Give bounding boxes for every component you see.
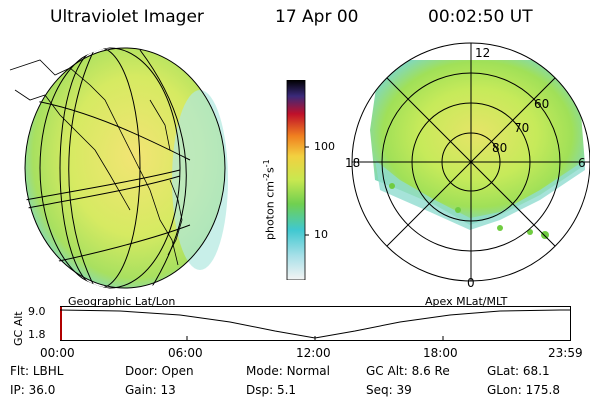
mlt-label-12: 12 xyxy=(475,46,491,60)
altitude-ymin: 1.8 xyxy=(28,328,46,341)
app-title: Ultraviolet Imager xyxy=(50,7,204,27)
colorbar-label-exp1: -2 xyxy=(262,173,271,182)
colorbar-label-s: s xyxy=(263,167,277,174)
aurora-patches xyxy=(389,183,549,239)
status-mode-value: Normal xyxy=(286,364,330,378)
status-glon: GLon: 175.8 xyxy=(487,383,560,397)
mlt-label-6: 6 xyxy=(578,156,586,170)
status-flt-key: Flt: xyxy=(10,364,29,378)
mlat-label-70: 70 xyxy=(514,121,530,135)
status-seq-key: Seq: xyxy=(366,383,393,397)
status-gc-alt-value: 8.6 Re xyxy=(411,364,450,378)
polar-grid xyxy=(351,42,590,282)
time-tick-1800: 18:00 xyxy=(423,346,458,360)
time-tick-2359: 23:59 xyxy=(548,346,583,360)
status-dsp-value: 5.1 xyxy=(276,383,297,397)
mlat-label-60: 60 xyxy=(534,97,550,111)
mlt-label-0: 0 xyxy=(467,276,475,290)
status-gain-key: Gain: xyxy=(125,383,157,397)
status-flt-value: LBHL xyxy=(32,364,64,378)
date-readout: 17 Apr 00 xyxy=(275,7,359,27)
mlt-label-18: 18 xyxy=(345,156,361,170)
right-panel-caption: Apex MLat/MLT xyxy=(425,295,508,308)
status-door: Door: Open xyxy=(125,364,194,378)
status-glat: GLat: 68.1 xyxy=(487,364,550,378)
colorbar-tick-10: 10 xyxy=(314,228,328,241)
status-glon-key: GLon: xyxy=(487,383,522,397)
time-readout: 00:02:50 UT xyxy=(428,7,533,27)
status-gain: Gain: 13 xyxy=(125,383,176,397)
status-gc-alt-key: GC Alt: xyxy=(366,364,408,378)
status-gc-alt: GC Alt: 8.6 Re xyxy=(366,364,450,378)
status-ip: IP: 36.0 xyxy=(10,383,55,397)
mlat-label-80: 80 xyxy=(492,141,508,155)
colorbar-label-base: photon cm xyxy=(263,181,277,240)
status-door-key: Door: xyxy=(125,364,158,378)
status-ip-value: 36.0 xyxy=(28,383,56,397)
status-flt: Flt: LBHL xyxy=(10,364,63,378)
status-seq: Seq: 39 xyxy=(366,383,412,397)
status-glon-value: 175.8 xyxy=(525,383,560,397)
altitude-ymax: 9.0 xyxy=(28,305,46,318)
time-tick-0000: 00:00 xyxy=(40,346,75,360)
auroral-oval xyxy=(370,60,585,225)
coastlines xyxy=(9,59,183,266)
altitude-axis-title: GC Alt xyxy=(12,311,25,346)
colorbar xyxy=(286,80,309,280)
time-tick-0600: 06:00 xyxy=(168,346,203,360)
left-panel-caption: Geographic Lat/Lon xyxy=(68,295,176,308)
status-ip-key: IP: xyxy=(10,383,25,397)
status-gain-value: 13 xyxy=(160,383,176,397)
altitude-plot xyxy=(60,306,571,341)
status-dsp-key: Dsp: xyxy=(246,383,274,397)
time-tick-1200: 12:00 xyxy=(296,346,331,360)
altitude-trace xyxy=(60,309,570,339)
status-seq-value: 39 xyxy=(396,383,412,397)
status-door-value: Open xyxy=(161,364,194,378)
status-glat-key: GLat: xyxy=(487,364,520,378)
colorbar-tick-100: 100 xyxy=(314,140,335,153)
geographic-image xyxy=(9,47,228,290)
colorbar-label: photon cm-2s-1 xyxy=(262,159,277,240)
polar-plot xyxy=(351,42,590,282)
colorbar-label-exp2: -1 xyxy=(262,159,271,168)
status-mode: Mode: Normal xyxy=(246,364,330,378)
status-dsp: Dsp: 5.1 xyxy=(246,383,296,397)
status-mode-key: Mode: xyxy=(246,364,283,378)
status-glat-value: 68.1 xyxy=(522,364,550,378)
